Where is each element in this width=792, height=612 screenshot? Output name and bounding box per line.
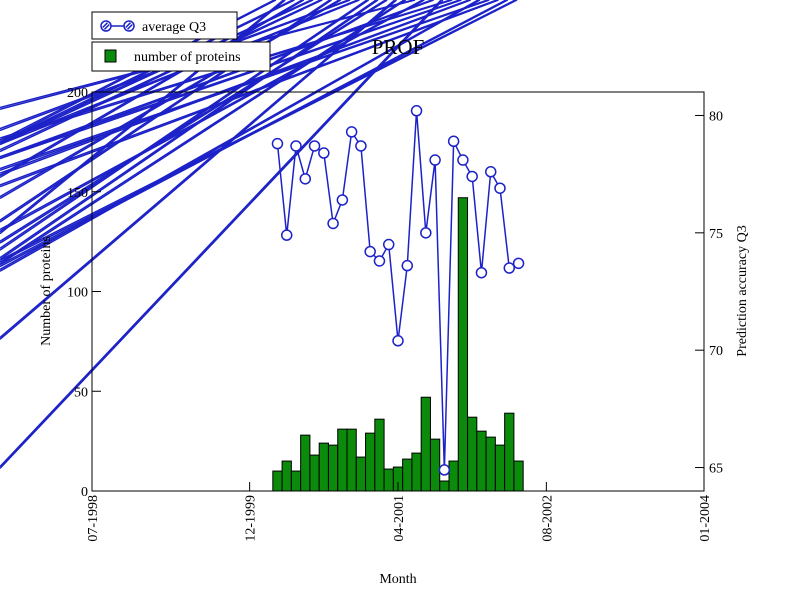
x-tick-label-3: 08-2002	[540, 495, 555, 542]
x-axis-label: Month	[379, 572, 416, 587]
y-left-tick-label-4: 200	[67, 86, 88, 101]
q3-point-14	[0, 0, 414, 272]
q3-point-23	[0, 0, 497, 178]
y-right-tick-label-0: 65	[709, 462, 723, 477]
bar-26	[513, 460, 524, 492]
bar-19	[448, 460, 459, 492]
legend-marker-q3-left	[100, 20, 112, 32]
legend-swatch-proteins	[104, 49, 117, 63]
y-right-tick-label-3: 80	[709, 109, 723, 124]
bar-20	[457, 197, 469, 492]
bar-9	[355, 456, 367, 492]
bar-6	[327, 444, 339, 492]
q3-point-21	[0, 0, 478, 183]
x-tick-label-2: 04-2001	[392, 495, 407, 542]
bar-4	[309, 454, 320, 492]
bar-14	[402, 458, 413, 492]
y-left-tick-label-0: 0	[81, 485, 88, 500]
bar-17	[429, 438, 441, 492]
legend-label-q3: average Q3	[142, 20, 206, 35]
q3-point-3	[0, 0, 312, 185]
bar-11	[374, 418, 385, 492]
q3-point-20	[0, 0, 469, 166]
bar-15	[411, 452, 422, 492]
x-tick-label-0: 07-1998	[86, 495, 101, 542]
y-left-tick-label-1: 50	[74, 385, 88, 400]
bar-5	[318, 442, 329, 492]
bar-1	[281, 460, 292, 492]
legend: average Q3 number of proteins	[91, 11, 271, 72]
y-right-tick-label-1: 70	[709, 344, 723, 359]
q3-point-18	[0, 0, 451, 476]
bar-10	[365, 432, 376, 492]
x-tick-label-4: 01-2004	[698, 495, 713, 542]
bar-21	[467, 416, 478, 492]
bar-23	[485, 436, 496, 492]
q3-line-group	[0, 0, 525, 476]
bar-24	[494, 444, 506, 492]
bar-16	[420, 396, 431, 492]
bar-3	[300, 434, 311, 492]
axes-group: 0 50 100 150 200 65 70 75 80 07-1998 12-1999 04-200…	[67, 86, 723, 542]
y-left-tick-label-2: 100	[67, 286, 88, 301]
legend-box-proteins	[91, 41, 271, 72]
y-right-tick-label-2: 75	[709, 227, 723, 242]
bar-25	[504, 412, 515, 492]
bar-2	[290, 470, 302, 492]
bar-7	[337, 428, 348, 492]
bars-group	[272, 197, 524, 492]
legend-q3-marker-b	[123, 20, 135, 32]
bar-12	[383, 468, 394, 492]
bar-8	[346, 428, 357, 492]
bar-0	[272, 470, 283, 492]
chart-title: PROF	[372, 35, 425, 59]
y-axis-right-label: Prediction accuracy Q3	[735, 225, 750, 356]
legend-q3-marker-a	[100, 20, 112, 32]
legend-marker-q3-right	[123, 20, 135, 32]
plot-frame	[91, 91, 705, 492]
x-tick-label-1: 12-1999	[244, 495, 259, 542]
q3-point-5	[0, 0, 330, 159]
bar-18	[439, 480, 450, 492]
legend-label-proteins: number of proteins	[134, 50, 241, 65]
bar-22	[476, 430, 487, 492]
q3-line	[276, 110, 519, 470]
y-left-tick-label-3: 150	[67, 186, 88, 201]
q3-point-26	[0, 0, 525, 270]
y-axis-left-label: Number of proteins	[39, 236, 54, 346]
